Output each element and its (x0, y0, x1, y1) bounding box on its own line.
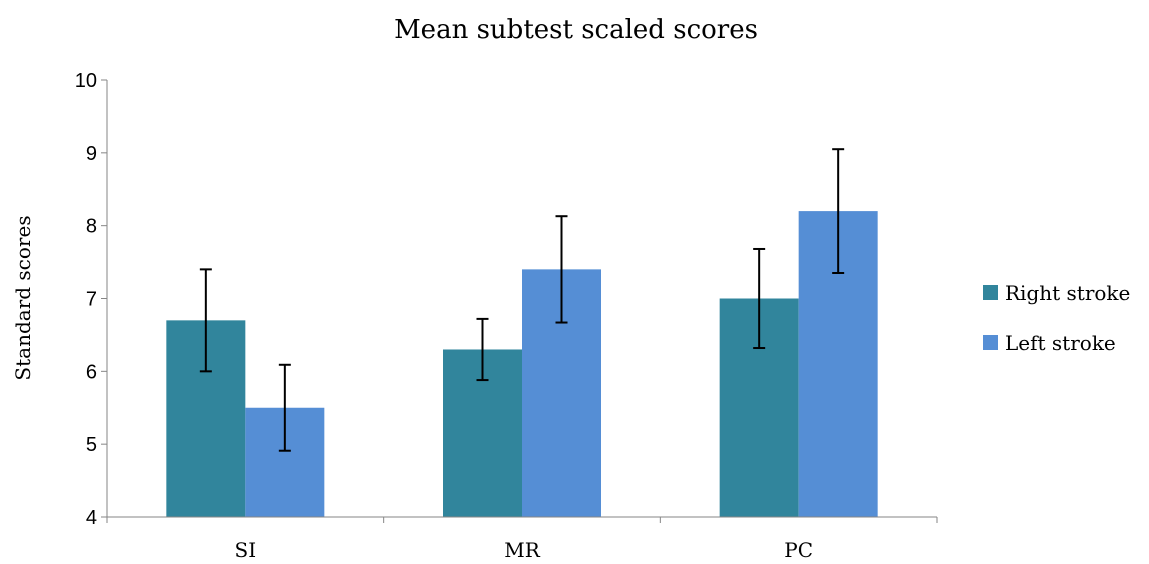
error-bar-pc-series-2 (832, 148, 845, 275)
error-bar-pc-series-1 (753, 247, 766, 350)
x-tick-label-pc: PC (784, 538, 813, 562)
legend: Right stroke Left stroke (983, 281, 1130, 355)
y-tick-label-6: 6 (86, 361, 97, 383)
error-bar-si-series-1 (199, 268, 212, 373)
error-bar-mr-series-1 (476, 317, 489, 382)
error-bar-mr-series-2 (555, 215, 568, 324)
x-tick-label-si: SI (235, 538, 257, 562)
y-tick-label-4: 4 (86, 507, 97, 529)
error-bar-si-series-2 (278, 363, 291, 452)
legend-swatch-series-1 (983, 285, 998, 300)
x-tick-label-mr: MR (504, 538, 540, 562)
legend-label-series-1: Right stroke (1005, 281, 1130, 305)
chart-title: Mean subtest scaled scores (394, 15, 758, 45)
y-tick-label-8: 8 (86, 216, 97, 238)
legend-label-series-2: Left stroke (1005, 331, 1116, 355)
legend-swatch-series-2 (983, 335, 998, 350)
y-tick-label-7: 7 (86, 289, 97, 311)
y-tick-label-10: 10 (75, 70, 97, 92)
y-axis-label: Standard scores (11, 215, 35, 380)
y-tick-label-9: 9 (86, 143, 97, 165)
plot-area: 4 5 6 7 8 9 10 SI MR PC (75, 70, 938, 562)
y-tick-label-5: 5 (86, 434, 97, 456)
